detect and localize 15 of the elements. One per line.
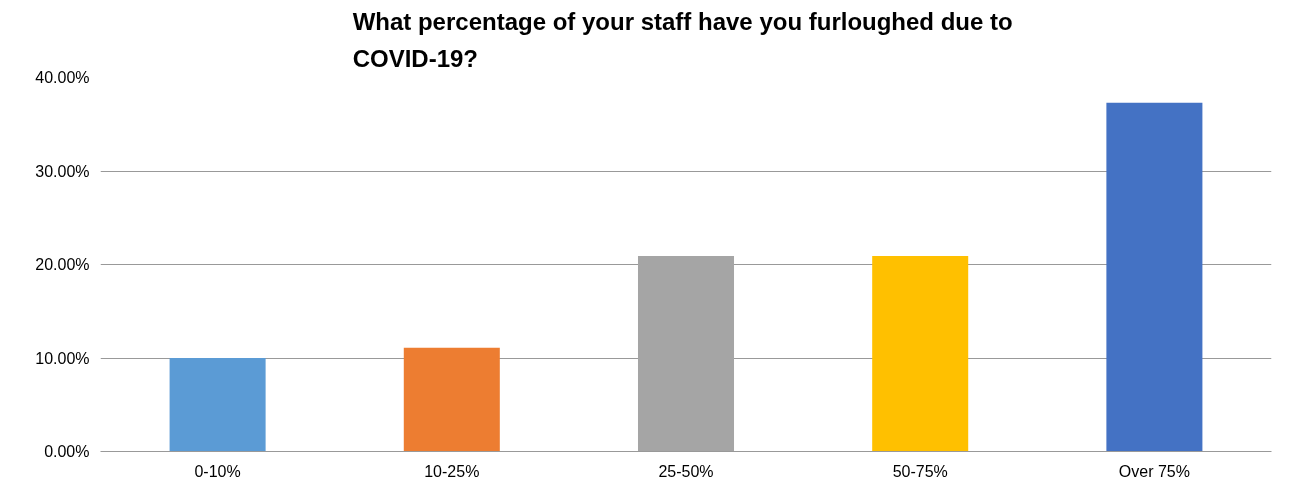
y-tick-label: 0.00% (44, 443, 90, 460)
bar (872, 256, 969, 452)
x-tick-label: Over 75% (1118, 462, 1190, 480)
x-tick-label: 25-50% (658, 462, 714, 480)
y-tick-label: 30.00% (35, 162, 90, 180)
y-tick-label: 20.00% (35, 256, 90, 273)
x-tick-label: 10-25% (424, 462, 480, 480)
y-tick-label: 10.00% (35, 349, 90, 367)
chart-title: What percentage of your staff have you furloughed due to COVID-19? (352, 7, 1013, 73)
y-tick-label: 40.00% (35, 69, 90, 86)
bar (1106, 102, 1203, 452)
bar (403, 347, 500, 452)
bar (169, 358, 266, 452)
x-tick-label: 0-10% (194, 462, 241, 480)
x-tick-label: 50-75% (892, 462, 948, 480)
